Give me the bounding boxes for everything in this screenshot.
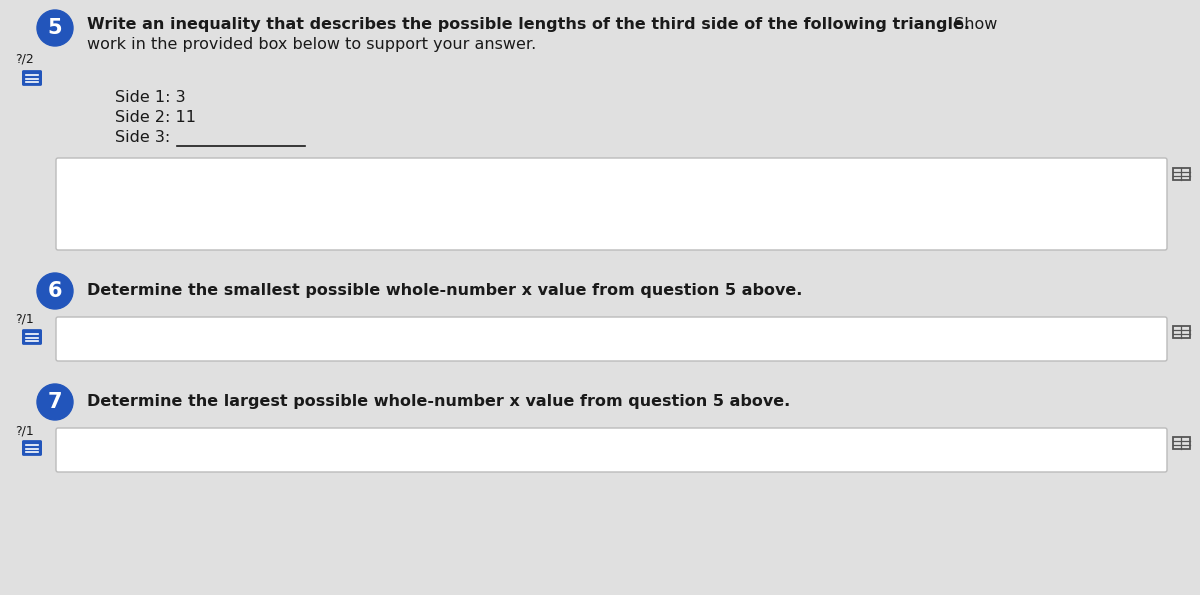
Text: Determine the largest possible whole-number x value from question 5 above.: Determine the largest possible whole-num… <box>88 394 791 409</box>
Bar <box>1172 168 1189 180</box>
Text: work in the provided box below to support your answer.: work in the provided box below to suppor… <box>88 37 536 52</box>
Bar <box>1172 437 1189 449</box>
Circle shape <box>37 273 73 309</box>
Circle shape <box>37 384 73 420</box>
Text: 5: 5 <box>48 18 62 38</box>
FancyBboxPatch shape <box>56 317 1166 361</box>
Text: Side 3:: Side 3: <box>115 130 170 145</box>
FancyBboxPatch shape <box>56 158 1166 250</box>
FancyBboxPatch shape <box>22 70 42 86</box>
Bar <box>1172 325 1189 339</box>
Text: 7: 7 <box>48 392 62 412</box>
Text: Write an inequality that describes the possible lengths of the third side of the: Write an inequality that describes the p… <box>88 17 970 32</box>
Circle shape <box>37 10 73 46</box>
Text: ?/1: ?/1 <box>14 424 34 437</box>
FancyBboxPatch shape <box>56 428 1166 472</box>
Text: Side 2: 11: Side 2: 11 <box>115 110 196 125</box>
FancyBboxPatch shape <box>22 440 42 456</box>
Text: Side 1: 3: Side 1: 3 <box>115 90 186 105</box>
Text: Determine the smallest possible whole-number x value from question 5 above.: Determine the smallest possible whole-nu… <box>88 283 803 298</box>
Text: ?/1: ?/1 <box>14 313 34 326</box>
Text: ?/2: ?/2 <box>14 52 34 65</box>
FancyBboxPatch shape <box>22 329 42 345</box>
Text: 6: 6 <box>48 281 62 301</box>
Text: Show: Show <box>949 17 997 32</box>
